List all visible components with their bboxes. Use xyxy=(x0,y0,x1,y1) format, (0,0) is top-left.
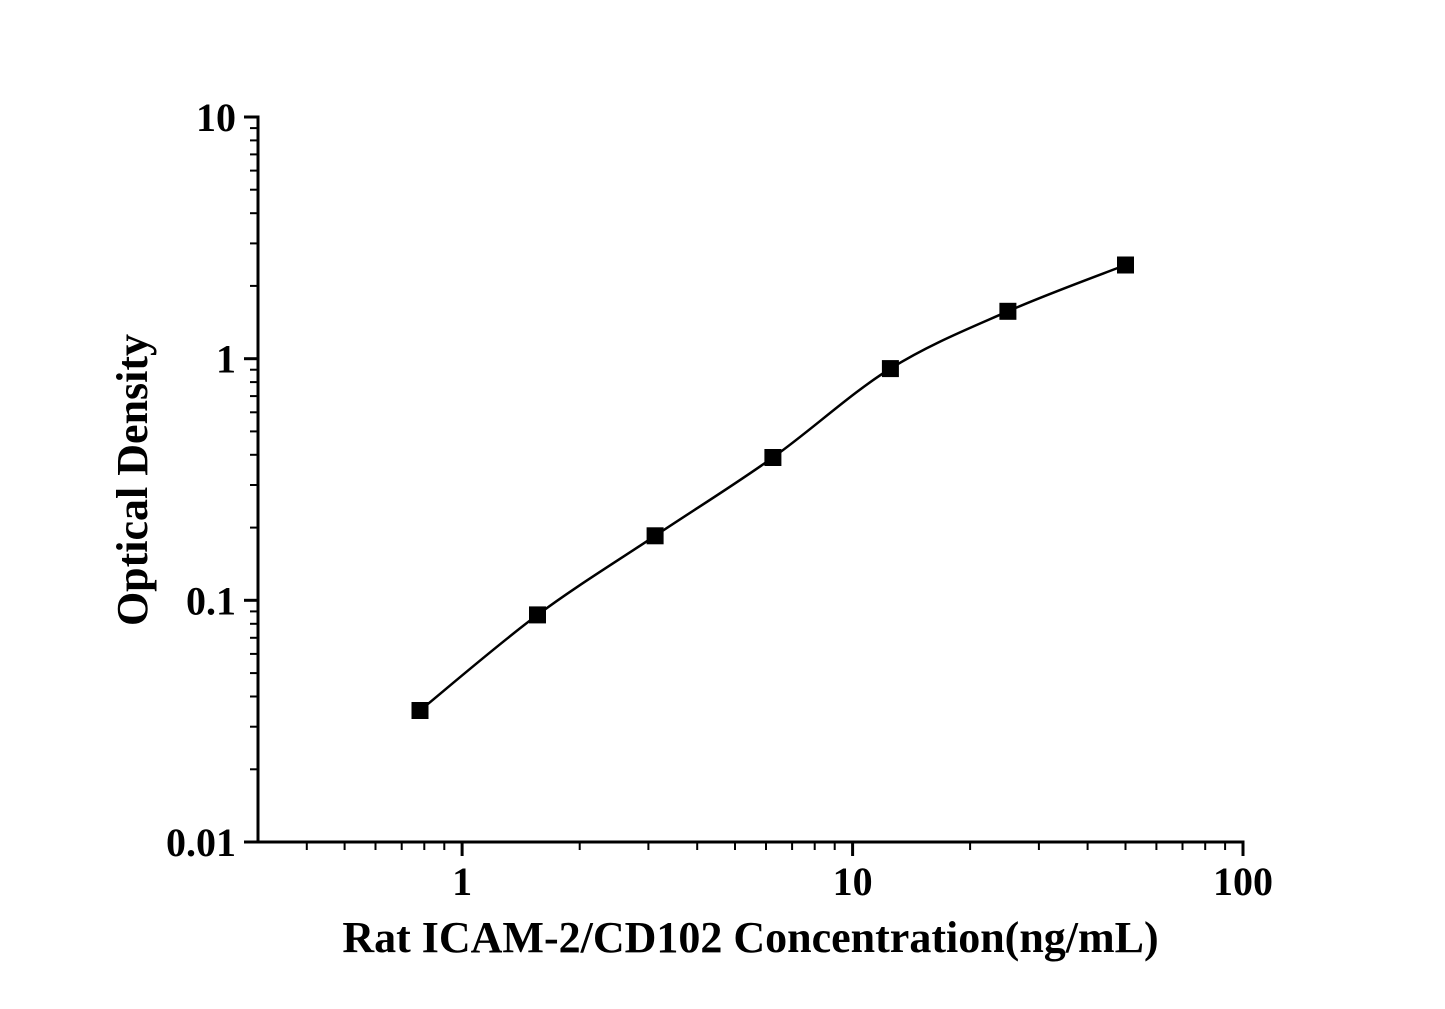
x-tick-label: 10 xyxy=(833,859,873,904)
data-point-marker xyxy=(881,360,899,378)
data-point-marker xyxy=(1117,256,1134,274)
y-tick-label: 1 xyxy=(216,337,236,382)
data-point-marker xyxy=(529,606,546,624)
data-point-marker xyxy=(999,302,1017,320)
axis-spines xyxy=(256,115,1245,844)
y-tick-label: 0.1 xyxy=(186,578,236,623)
data-point-marker xyxy=(764,449,782,466)
data-point-marker xyxy=(411,702,429,719)
x-axis-title: Rat ICAM-2/CD102 Concentration(ng/mL) xyxy=(342,913,1159,962)
x-tick-label: 1 xyxy=(452,859,472,904)
y-tick-label: 0.01 xyxy=(166,820,236,865)
standard-curve-line xyxy=(419,263,1126,712)
y-tick-label: 10 xyxy=(196,95,236,140)
data-point-marker xyxy=(646,527,664,545)
x-tick-label: 100 xyxy=(1213,859,1273,904)
y-axis-title: Optical Density xyxy=(108,333,157,627)
